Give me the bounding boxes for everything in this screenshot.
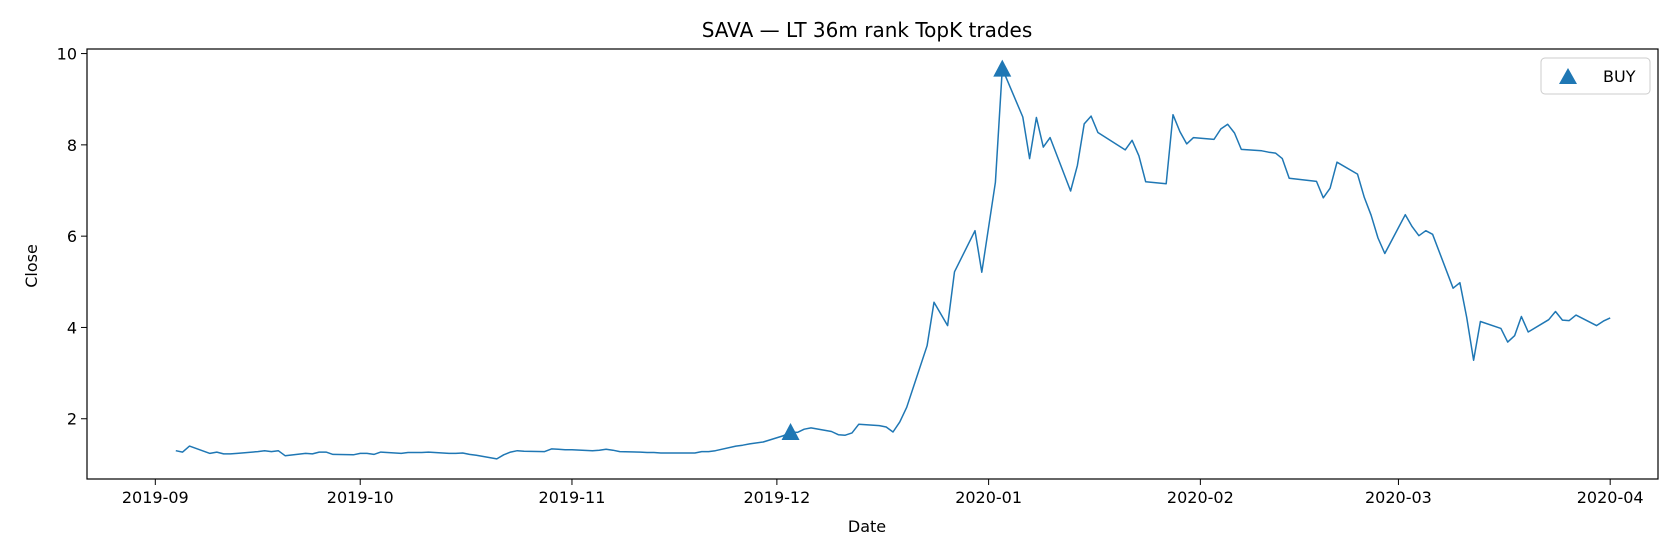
buy-marker-icon	[993, 59, 1012, 77]
buy-marker-icon	[781, 422, 800, 440]
x-tick-label: 2019-10	[327, 488, 394, 507]
legend: BUY	[1540, 57, 1651, 95]
x-tick-label: 2020-04	[1577, 488, 1644, 507]
legend-buy-marker-icon	[1559, 68, 1577, 84]
x-tick-label: 2020-02	[1167, 488, 1234, 507]
y-tick-label: 6	[67, 227, 77, 246]
x-tick-label: 2019-12	[743, 488, 810, 507]
x-axis-label: Date	[848, 517, 886, 536]
x-axis-ticks: 2019-09 2019-10 2019-11 2019-12 2020-01 2020-…	[122, 479, 1644, 507]
x-tick-label: 2019-09	[122, 488, 189, 507]
x-tick-label: 2020-01	[955, 488, 1022, 507]
y-axis-ticks: 2 4 6 8 10	[57, 45, 87, 429]
legend-label-buy: BUY	[1603, 67, 1636, 86]
chart-title: SAVA — LT 36m rank TopK trades	[702, 18, 1033, 42]
close-price-line	[175, 67, 1611, 460]
y-tick-label: 4	[67, 318, 77, 337]
y-tick-label: 2	[67, 410, 77, 429]
legend-box	[1540, 57, 1651, 95]
x-tick-label: 2019-11	[539, 488, 606, 507]
axes-frame	[86, 48, 1659, 480]
x-tick-label: 2020-03	[1365, 488, 1432, 507]
y-tick-label: 10	[57, 45, 77, 64]
plot-area	[175, 59, 1611, 460]
y-tick-label: 8	[67, 136, 77, 155]
y-axis-label: Close	[22, 244, 41, 288]
